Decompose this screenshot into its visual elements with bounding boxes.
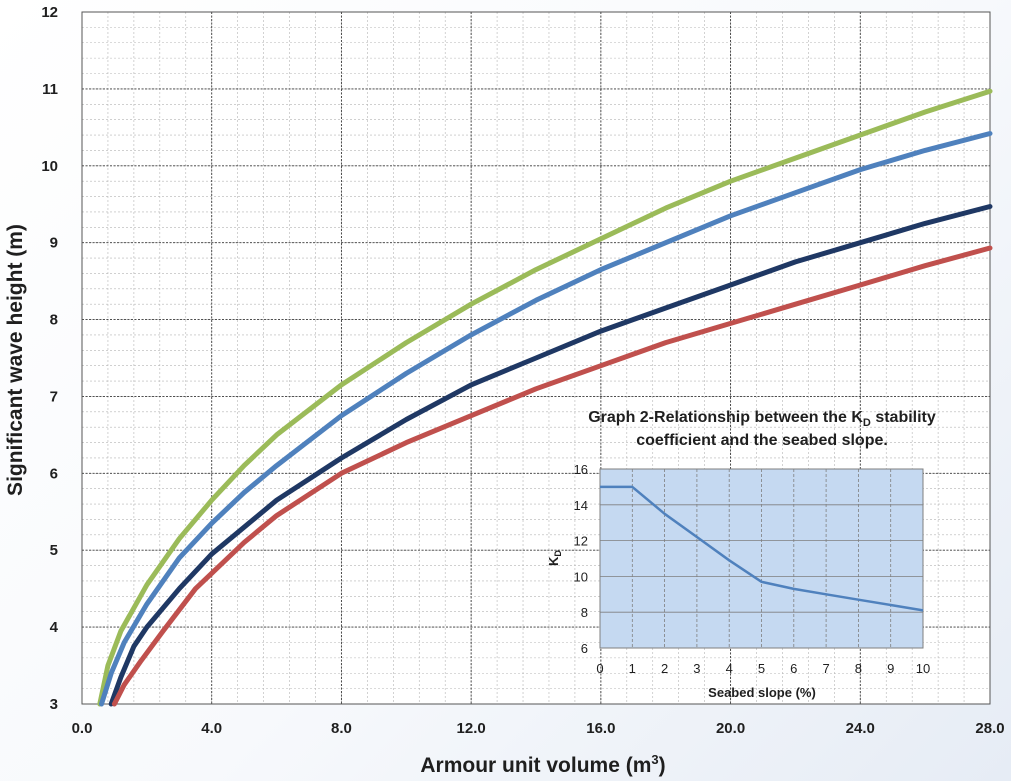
x-tick-label: 20.0: [716, 720, 745, 737]
inset-plot-background: [599, 468, 924, 649]
main-series-line-4: [111, 245, 993, 707]
x-tick-label: 12.0: [457, 720, 486, 737]
x-tick-label: 24.0: [846, 720, 875, 737]
y-tick-label: 8: [50, 312, 58, 329]
y-tick-label: 7: [50, 388, 58, 405]
x-tick-label: 8.0: [331, 720, 352, 737]
inset-y-tick-label: 10: [574, 569, 588, 584]
inset-x-tick-label: 6: [790, 661, 797, 676]
inset-x-tick-label: 5: [758, 661, 765, 676]
inset-x-axis-label: Seabed slope (%): [708, 685, 816, 700]
inset-x-tick-label: 10: [916, 661, 930, 676]
inset-title-line2: coefficient and the seabed slope.: [636, 432, 888, 449]
main-plot-border: [81, 11, 991, 705]
inset-series-line-1: [600, 485, 924, 612]
main-y-axis-label: Significant wave height (m): [4, 224, 27, 496]
y-tick-label: 12: [41, 4, 58, 21]
main-tick-labels: 0.0 4.0 8.0 12.0 16.0 20.0 24.0 28.034567891011…: [41, 4, 1004, 737]
inset-y-tick-label: 16: [574, 462, 588, 477]
inset-y-tick-label: 6: [581, 641, 588, 656]
y-tick-label: 9: [50, 235, 58, 252]
main-series-group: [97, 88, 993, 707]
main-series-line-1: [97, 88, 993, 707]
y-tick-label: 11: [42, 81, 58, 98]
inset-y-tick-label: 8: [581, 605, 588, 620]
y-tick-label: 6: [50, 465, 58, 482]
y-tick-label: 5: [50, 542, 58, 559]
inset-y-tick-label: 14: [574, 498, 588, 513]
x-tick-label: 16.0: [586, 720, 615, 737]
inset-title-line1: Graph 2-Relationship between the KD stab…: [588, 409, 936, 429]
inset-x-tick-label: 7: [822, 661, 829, 676]
inset-x-tick-label: 9: [887, 661, 894, 676]
x-tick-label: 0.0: [72, 720, 93, 737]
inset-x-tick-label: 0: [596, 661, 603, 676]
inset-x-tick-label: 1: [629, 661, 636, 676]
y-tick-label: 4: [50, 619, 59, 636]
inset-chart: Graph 2-Relationship between the KD stab…: [546, 409, 936, 700]
main-x-axis-label: Armour unit volume (m3): [420, 752, 665, 777]
main-series-line-2: [99, 131, 993, 707]
x-tick-label: 28.0: [975, 720, 1004, 737]
inset-y-axis-label: KD: [546, 550, 563, 566]
inset-x-tick-label: 4: [726, 661, 733, 676]
inset-x-tick-label: 8: [855, 661, 862, 676]
inset-x-tick-label: 3: [693, 661, 700, 676]
y-tick-label: 10: [41, 158, 58, 175]
main-series-line-3: [108, 204, 993, 707]
inset-y-tick-label: 12: [574, 534, 588, 549]
inset-x-tick-label: 2: [661, 661, 668, 676]
x-tick-label: 4.0: [201, 720, 222, 737]
y-tick-label: 3: [50, 696, 58, 713]
inset-series-group: [600, 485, 924, 612]
